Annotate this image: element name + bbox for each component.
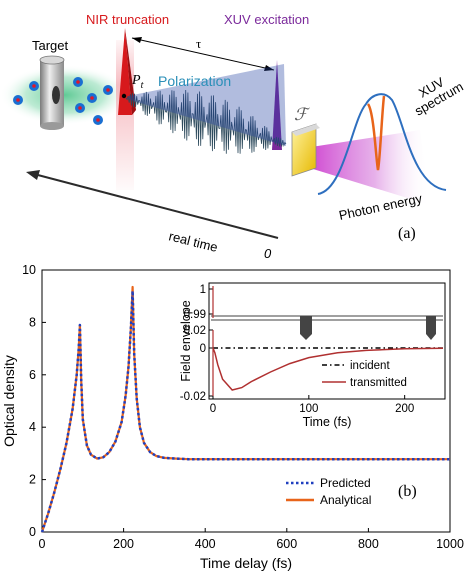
gate-marker-2 <box>426 316 436 340</box>
x-tick-label: 1000 <box>436 537 464 551</box>
pt-label: Pt <box>131 73 144 91</box>
x-axis-label: Time delay (fs) <box>200 555 292 571</box>
y-tick-label: 10 <box>22 263 36 277</box>
inset-y-tick-label: 0.99 <box>184 309 206 321</box>
inset-plot: 1 0.99 0.02 0 -0.02 0 100 200 incident transmit… <box>179 282 446 429</box>
xuv-excitation-spike <box>272 60 282 150</box>
real-time-label: real time <box>167 228 219 255</box>
inset-legend-transmitted: transmitted <box>350 377 407 389</box>
xuv-label: XUV excitation <box>224 12 309 27</box>
y-tick-label: 8 <box>29 315 36 329</box>
inset-legend-incident: incident <box>350 360 390 372</box>
photon-energy-label: Photon energy <box>338 191 424 223</box>
target-atoms <box>13 77 113 125</box>
gate-marker-1 <box>300 316 312 340</box>
y-tick-label: 4 <box>29 420 36 434</box>
tau-arrow <box>131 37 275 71</box>
panel-a-tag: (a) <box>398 225 416 242</box>
x-tick-label: 400 <box>195 537 216 551</box>
legend-predicted-label: Predicted <box>320 476 371 490</box>
panel-b-tag: (b) <box>398 483 417 500</box>
legend-analytical-label: Analytical <box>320 493 371 507</box>
x-tick-label: 200 <box>113 537 134 551</box>
inset-x-tick-label: 200 <box>395 403 414 415</box>
polarization-envelope <box>128 64 286 146</box>
inset-ylabel: Field envelope <box>179 300 193 381</box>
nir-truncation-spike <box>118 28 132 115</box>
inset-x-tick-label: 0 <box>210 403 216 415</box>
target-cylinder <box>39 55 65 130</box>
polarization-label: Polarization <box>158 73 231 89</box>
inset-y-tick-label: -0.02 <box>180 391 206 403</box>
transmitted-line <box>212 347 444 391</box>
fourier-glass <box>291 123 320 177</box>
inset-y-tick-label: 0 <box>200 343 206 355</box>
inset-y-tick-label: 1 <box>200 284 206 296</box>
polarization-wave <box>125 64 287 154</box>
real-time-arrow <box>26 170 279 239</box>
predicted-line <box>40 289 450 533</box>
nir-label: NIR truncation <box>86 12 169 27</box>
inset-y-tick-label: 0.02 <box>184 325 206 337</box>
gas-cloud <box>0 65 130 125</box>
main-legend: Predicted Analytical <box>286 476 371 507</box>
fourier-label: ℱ <box>294 105 311 124</box>
xuv-spectrum <box>317 93 447 195</box>
main-plot-lines <box>40 285 450 533</box>
plot-frame <box>41 269 451 533</box>
x-tick-label: 600 <box>276 537 297 551</box>
pt-marker <box>121 93 127 99</box>
y-tick-label: 2 <box>29 473 36 487</box>
x-tick-label: 800 <box>358 537 379 551</box>
x-tick-label: 0 <box>39 537 46 551</box>
xuv-output-beam <box>292 130 430 205</box>
y-axis-label: Optical density <box>1 355 17 447</box>
inset-frame <box>208 282 446 400</box>
target-label: Target <box>32 38 69 53</box>
inset-ticks: 1 0.99 0.02 0 -0.02 0 100 200 <box>180 284 414 415</box>
polarization-oscillation <box>125 89 287 154</box>
y-tick-label: 6 <box>29 368 36 382</box>
inset-xlabel: Time (fs) <box>303 415 352 429</box>
tau-label: τ <box>196 36 201 51</box>
zero-label: 0 <box>264 246 272 261</box>
inset-x-tick-label: 100 <box>299 403 318 415</box>
inset-upper-band <box>211 286 443 321</box>
y-tick-label: 0 <box>29 525 36 539</box>
inset-lines <box>212 330 444 396</box>
panel-a: Target NIR truncation τ XUV excitation P… <box>0 12 466 261</box>
